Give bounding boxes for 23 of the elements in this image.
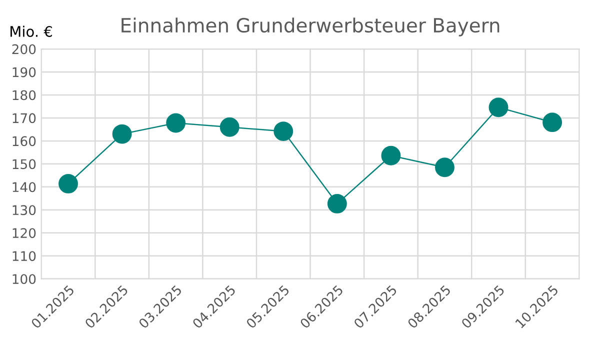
point: [220, 117, 240, 137]
point: [166, 113, 186, 133]
y-tick-label: 180: [12, 90, 36, 100]
y-tick-label: 190: [12, 67, 36, 78]
y-axis-title: Mio. €: [10, 26, 52, 37]
point: [112, 124, 132, 144]
y-tick-label: 110: [12, 251, 36, 262]
y-tick-label: 100: [12, 274, 36, 284]
y-tick-label: 130: [12, 205, 36, 216]
y-tick-label: 120: [12, 228, 36, 238]
point: [327, 194, 347, 214]
y-tick-label: 200: [12, 44, 36, 54]
point: [274, 122, 294, 142]
point: [435, 158, 454, 178]
point: [58, 174, 78, 194]
y-tick-label: 150: [12, 159, 36, 170]
chart-title: Einnahmen Grunderwerbsteuer Bayern: [122, 18, 500, 36]
y-tick-label: 170: [12, 113, 36, 124]
y-tick-label: 160: [12, 136, 36, 146]
point: [381, 146, 401, 166]
point: [542, 112, 562, 132]
y-tick-label: 140: [12, 182, 36, 192]
point: [488, 98, 508, 118]
